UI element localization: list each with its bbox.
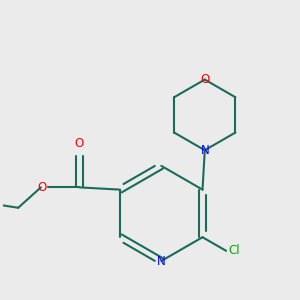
Text: O: O bbox=[75, 137, 84, 150]
Text: N: N bbox=[200, 144, 209, 157]
Text: Cl: Cl bbox=[228, 244, 240, 257]
Text: O: O bbox=[38, 181, 47, 194]
Text: O: O bbox=[200, 73, 209, 86]
Text: N: N bbox=[157, 255, 166, 268]
